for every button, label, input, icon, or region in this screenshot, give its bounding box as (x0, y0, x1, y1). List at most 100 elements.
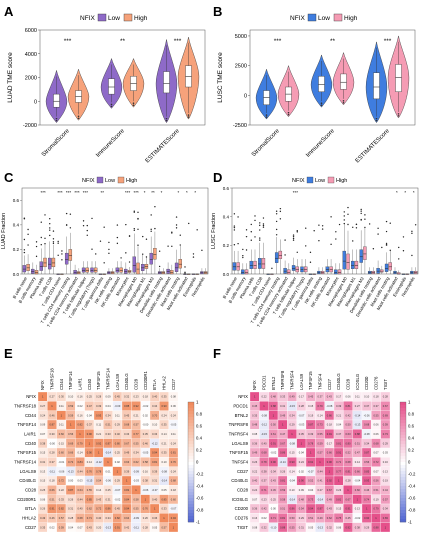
panel-f-row-label: PDCD1 (233, 404, 248, 409)
panel-f-colorbar-step (400, 516, 406, 520)
panel-c-outlier (49, 229, 51, 231)
panel-e-cell-value: 0.18 (143, 395, 149, 399)
panel-c-outlier (35, 255, 38, 258)
panel-e-cell-value: -0.09 (114, 404, 120, 408)
panel-d-box-high (346, 253, 350, 270)
panel-f-cell-value: 0.45 (252, 404, 258, 408)
panel-e-cell-value: 0.44 (77, 497, 83, 501)
panel-f-cell-value: 0.34 (271, 469, 277, 473)
panel-e-cell-value: 0.45 (115, 507, 121, 511)
panel-f-cell-value: 1 (366, 507, 368, 511)
panel-a-xtick-label: ImmuneScore (95, 128, 126, 159)
panel-c-outlier (133, 227, 135, 230)
panel-f-col-label: CD200 (364, 376, 369, 390)
panel-d-outlier (414, 224, 417, 226)
panel-f-cell (380, 522, 391, 533)
panel-c-outlier (184, 272, 186, 274)
panel-e-cell-value: 0.33 (161, 507, 167, 511)
panel-f-col-label: PDCD1 (262, 375, 267, 390)
panel-e-colorbar-step (188, 477, 194, 481)
panel-d-box-low (232, 262, 237, 271)
panel-e-cell-value: 0.04 (68, 525, 74, 529)
panel-e-cell-value: 0.06 (171, 404, 177, 408)
panel-e-colorbar-step (188, 426, 194, 430)
panel-d-outlier (292, 237, 295, 240)
panel-f-colorbar-step (400, 498, 406, 502)
panel-f-cell-value: -0.02 (354, 516, 360, 520)
panel-e-colorbar-step (188, 402, 194, 406)
panel-d-outlier (292, 234, 295, 236)
panel-f-cell-value: 0.68 (373, 441, 379, 445)
panel-f-cell-value: 0.17 (299, 395, 305, 399)
panel-e-cell-value: 0.58 (133, 497, 139, 501)
panel-e-cell-value: 0.24 (171, 441, 177, 445)
panel-d-outlier (321, 225, 324, 227)
panel-d-outlier (292, 239, 295, 241)
panel-d-outlier (284, 254, 286, 256)
panel-a-ylabel: LUAD TME score (7, 52, 14, 103)
panel-d-outlier (385, 230, 388, 233)
panel-d-outlier (377, 233, 379, 235)
panel-f-cell-value: 0.34 (364, 441, 370, 445)
panel-f-cell-value: -0.13 (354, 423, 360, 427)
panel-e-colorbar-tick: 0.8 (196, 412, 203, 417)
panel-e-cell-value: 0.16 (77, 395, 83, 399)
panel-c-outlier (35, 245, 38, 248)
panel-d-outlier (245, 235, 248, 238)
panel-e-cell-value: 0.76 (87, 469, 93, 473)
panel-f-cell-value: -0.04 (289, 479, 295, 483)
panel-f-col-label: LGALS9 (299, 373, 304, 390)
panel-e-cell-value: 0.84 (124, 497, 130, 501)
panel-f-col-label: CD276 (374, 376, 379, 390)
panel-f-cell-value: 0.88 (373, 525, 379, 529)
panel-f-cell-value: 0.38 (355, 525, 361, 529)
panel-d-outlier (389, 222, 391, 224)
panel-a-significance: *** (64, 38, 72, 45)
panel-e-colorbar-step (188, 438, 194, 442)
panel-c-plot-frame (21, 187, 209, 275)
panel-e-cell-value: 0.34 (152, 404, 158, 408)
panel-d-significance: *** (293, 190, 299, 195)
panel-d-box-high (295, 266, 299, 273)
panel-e-cell-value: 1 (89, 441, 91, 445)
panel-e-cell-value: 0.79 (77, 441, 83, 445)
panel-d-outlier (335, 231, 337, 233)
panel-f-cell-value: 0.32 (261, 525, 267, 529)
panel-f-colorbar-step (400, 492, 406, 496)
panel-d-outlier (318, 240, 320, 242)
panel-d-outlier (233, 226, 236, 229)
panel-e-row-label: CD28 (25, 488, 37, 493)
panel-c-outlier (91, 217, 93, 220)
panel-e-colorbar-step (188, 492, 194, 496)
panel-f-cell-value: 0.37 (336, 432, 342, 436)
panel-d-outlier (259, 222, 261, 224)
panel-f-cell-value: 0.16 (383, 460, 389, 464)
panel-b-outlier (342, 100, 345, 102)
panel-e-cell-value: 0.31 (105, 497, 111, 501)
panel-c-outlier (116, 224, 119, 226)
panel-f-colorbar-step (400, 510, 406, 514)
panel-e-cell-value: 0.31 (152, 479, 158, 483)
panel-d-box-high (304, 266, 308, 273)
panel-c-outlier (69, 213, 72, 215)
panel-e-cell-value: -0.07 (114, 488, 120, 492)
panel-f-cell-value: 0.47 (355, 451, 361, 455)
panel-d-ytick-label: 0.2 (223, 243, 230, 248)
panel-e-cell-value: 0.90 (87, 451, 93, 455)
panel-e-cell-value: -0.08 (161, 469, 167, 473)
panel-f-cell-value: -0.14 (317, 497, 323, 501)
panel-d-box-high (236, 262, 240, 271)
panel-e-cell-value: 0.35 (40, 525, 46, 529)
panel-e-cell-value: 0.80 (115, 441, 121, 445)
panel-f-row-label: CD200 (235, 506, 249, 511)
panel-d-box-low (325, 266, 330, 273)
legend-c-high-key (117, 176, 125, 184)
panel-c-outlier (61, 253, 63, 255)
panel-e-cell-value: 0.42 (124, 525, 130, 529)
panel-c-box-low (48, 257, 52, 270)
panel-f-cell-value: -0.07 (298, 413, 304, 417)
panel-e-cell-value: 0.21 (133, 413, 139, 417)
panel-f-cell-value: 0.04 (299, 451, 305, 455)
panel-e-cell-value: 0.09 (40, 423, 46, 427)
panel-f-colorbar-step (400, 426, 406, 430)
